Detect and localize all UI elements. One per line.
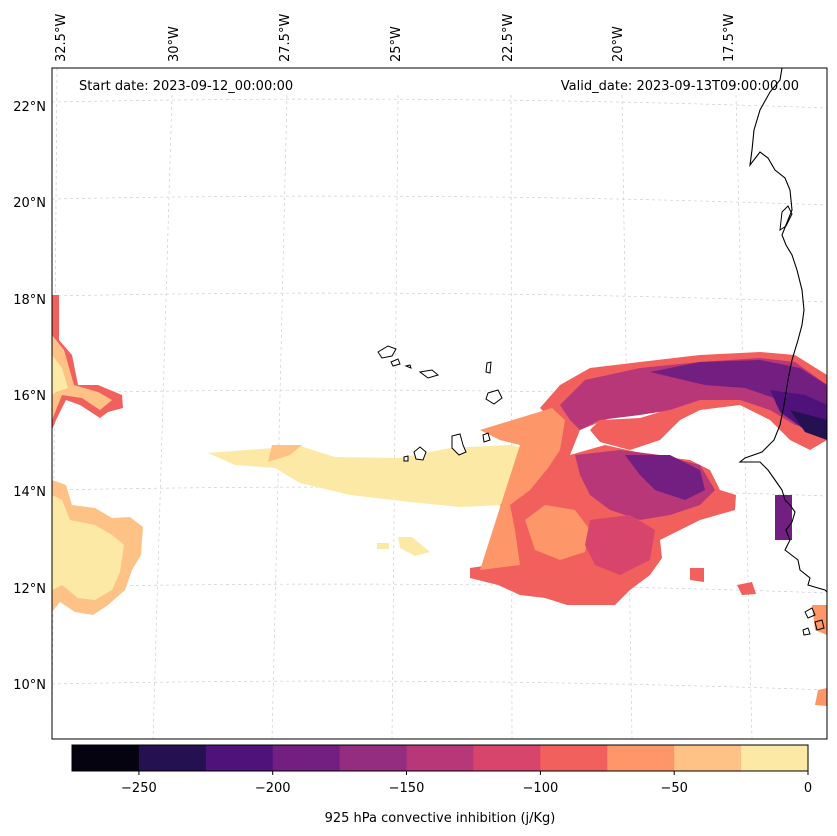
island-brava [403,455,409,462]
coastal-inlet [779,205,793,232]
map-frame [51,67,828,740]
island-fogo [413,446,427,461]
graticule [52,68,827,739]
colorbar-swatches [72,745,809,771]
cin-field-central-plume [208,445,535,507]
bijagos-islands [802,607,825,636]
cin-field-plume-orange-edge [268,445,302,462]
lon-label-25w: 25°W [389,26,404,62]
lon-label-32-5w: 32.5°W [54,14,69,62]
lat-label-18n: 18°N [13,293,46,308]
cin-field-east-purple-band [650,360,827,420]
lon-label-20w: 20°W [611,26,626,62]
cin-field-east-inner-red [585,515,655,575]
island-sao-nicolau [418,369,440,379]
island-boa-vista [485,389,503,405]
colorbar-tick-label: −100 [523,781,559,796]
lat-label-12n: 12°N [13,582,46,597]
cin-field-patch-d [812,605,827,635]
island-santiago [451,433,467,456]
parallel-20n [52,195,827,206]
island-maio [482,432,491,443]
colorbar-tick-label: −50 [660,781,687,796]
start-date-label: Start date: 2023-09-12_00:00:00 [79,79,293,94]
island-sao-vicente [390,358,401,367]
cin-field-plume-patch [398,537,430,556]
cin-field-plume-dot [377,543,389,549]
colorbar-frame [71,744,809,772]
colorbar-swatch [72,745,140,771]
lon-label-22-5w: 22.5°W [501,14,516,62]
parallel-12n [52,583,827,594]
cin-field-east-darkest [790,410,827,440]
cape-verde-islands [377,345,503,462]
meridian-20w [621,94,633,739]
lat-label-16n: 16°N [13,389,46,404]
parallel-22n [52,98,827,109]
cin-field-patch-c [775,495,792,540]
colorbar-label: 925 hPa convective inhibition (j/Kg) [325,811,556,826]
colorbar-swatch [339,745,408,771]
cin-field-patch-e [815,688,827,706]
colorbar-tick-label: −250 [121,781,157,796]
colorbar-swatch [674,745,742,771]
island-sal [485,361,492,374]
meridian-22-5w [510,94,513,739]
latitude-labels: 22°N 20°N 18°N 16°N 14°N 12°N 10°N [13,100,46,693]
lat-label-14n: 14°N [13,485,46,500]
meridian-32-5w [52,68,58,739]
colorbar-tick-labels: −250 −200 −150 −100 −50 0 [121,781,812,796]
colorbar-swatch [205,745,274,771]
colorbar: −250 −200 −150 −100 −50 0 925 hPa convec… [71,744,812,826]
colorbar-swatch [741,745,809,771]
cin-field-west-north-light [52,355,68,395]
colorbar-swatch [272,745,341,771]
lat-label-22n: 22°N [13,100,46,115]
cin-field-east-inner-purple [625,455,705,500]
cin-field-east-orange [480,408,565,570]
lon-label-17-5w: 17.5°W [722,14,737,62]
meridian-25w [391,94,399,739]
lon-label-27-5w: 27.5°W [278,14,293,62]
africa-coastline [738,68,827,593]
meridian-30w [152,94,173,739]
lat-label-10n: 10°N [13,678,46,693]
lat-label-20n: 20°N [13,196,46,211]
colorbar-tick-label: 0 [804,781,812,796]
colorbar-tick-label: −200 [255,781,291,796]
island-santo-antao [377,345,397,359]
parallel-16n [52,389,827,400]
parallel-18n [52,292,827,303]
parallel-14n [52,486,827,497]
cin-field-west-north-mid [52,335,112,420]
colorbar-swatch [138,745,207,771]
lon-label-30w: 30°W [167,26,182,62]
colorbar-ticks [138,771,809,775]
cin-field-patch-b [737,582,756,595]
colorbar-swatch [607,745,675,771]
colorbar-swatch [406,745,475,771]
cin-field-east-orange-blob [525,505,590,560]
meridian-17-5w [735,94,753,739]
island-santa-luzia [404,364,412,369]
colorbar-swatch [473,745,541,771]
cin-field-patch-a [690,568,704,582]
colorbar-swatch [540,745,608,771]
longitude-labels: 32.5°W 30°W 27.5°W 25°W 22.5°W 20°W 17.5… [54,14,737,62]
valid-date-label: Valid_date: 2023-09-13T09:00:00.00 [561,79,799,94]
cin-field-west-south-light [52,495,124,600]
parallel-10n [52,680,827,691]
colorbar-tick-label: −150 [389,781,425,796]
meridian-27-5w [271,94,288,739]
